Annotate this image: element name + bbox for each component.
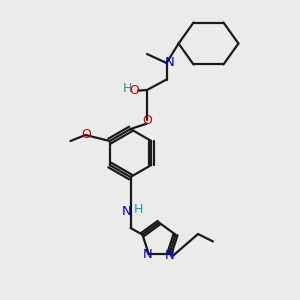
Text: H: H [123, 82, 132, 95]
Text: H: H [134, 203, 144, 216]
Text: N: N [142, 248, 152, 262]
Text: N: N [165, 56, 174, 69]
Text: N: N [165, 249, 175, 262]
Text: N: N [122, 205, 132, 218]
Text: O: O [130, 84, 139, 98]
Text: O: O [142, 113, 152, 127]
Text: O: O [82, 128, 91, 141]
